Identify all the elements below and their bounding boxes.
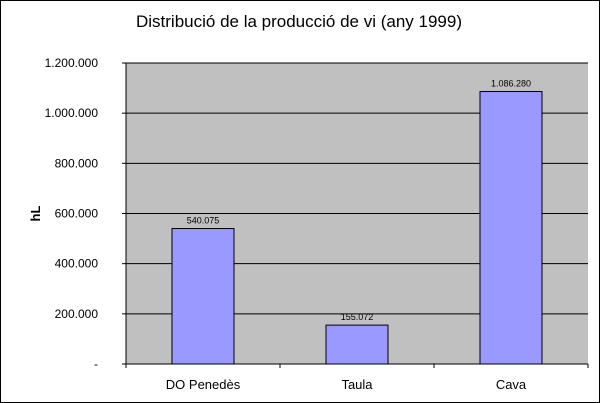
- data-labels: 540.075 155.072 1.086.280: [187, 79, 531, 323]
- y-tick-label: 600.000: [55, 207, 99, 221]
- x-tick-label: DO Penedès: [166, 377, 241, 392]
- data-label: 155.072: [341, 312, 374, 322]
- y-tick-label: 400.000: [55, 257, 99, 271]
- chart-title: Distribució de la producció de vi (any 1…: [135, 12, 462, 31]
- y-tick-label: 1.200.000: [45, 56, 99, 70]
- y-tick-label: 1.000.000: [45, 106, 99, 120]
- y-tick-labels: - 200.000 400.000 600.000 800.000 1.000.000 1.…: [45, 56, 99, 371]
- y-tick-label: -: [94, 357, 98, 371]
- y-axis-title: hL: [28, 206, 43, 222]
- y-tick-label: 200.000: [55, 307, 99, 321]
- y-tick-label: 800.000: [55, 156, 99, 170]
- axes: [122, 62, 589, 368]
- x-tick-label: Taula: [341, 377, 373, 392]
- bars: [171, 91, 543, 365]
- bar: [479, 91, 543, 365]
- x-tick-labels: DO Penedès Taula Cava: [166, 377, 527, 392]
- x-tick-label: Cava: [496, 377, 527, 392]
- data-label: 1.086.280: [491, 79, 531, 89]
- data-label: 540.075: [187, 216, 220, 226]
- bar: [325, 324, 389, 365]
- bar: [171, 228, 235, 365]
